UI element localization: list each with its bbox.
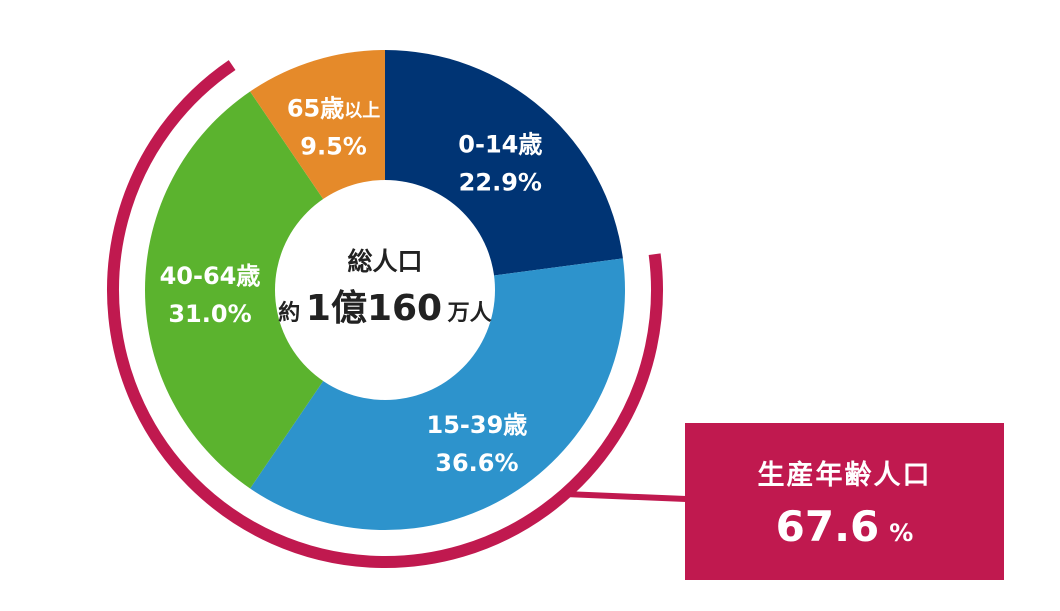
working-age-highlight-arc <box>107 60 663 568</box>
slice-category-label: 15-39歳 <box>427 411 528 439</box>
callout-connector-line <box>564 491 687 502</box>
slice-category-label: 65歳以上 <box>287 95 380 123</box>
slice-2 <box>250 258 626 531</box>
center-title: 総人口 <box>347 247 422 276</box>
callout-number: 67.6 <box>775 501 880 551</box>
slice-3 <box>144 91 385 489</box>
slice-value-label: 9.5% <box>300 133 367 161</box>
center-unit: 万人 <box>447 301 492 326</box>
donut-hole <box>275 180 495 400</box>
slice-value-label: 31.0% <box>168 300 251 328</box>
working-age-callout-box: 生産年齢人口 67.6% <box>685 423 1004 580</box>
slice-category-label: 40-64歳 <box>160 262 261 290</box>
center-total: 約 1億160 万人 <box>278 288 491 329</box>
callout-value: 67.6% <box>776 502 914 551</box>
slice-value-label: 36.6% <box>435 449 518 477</box>
slice-category-label: 0-14歳 <box>458 130 542 158</box>
center-prefix: 約 <box>278 300 300 326</box>
slice-labels: 0-14歳 22.9% 15-39歳 36.6% 40-64歳 31.0% 65歳以上 9.5… <box>160 95 543 477</box>
callout-unit: % <box>889 518 914 547</box>
callout-title: 生産年齢人口 <box>757 459 932 491</box>
donut-slices <box>144 50 626 531</box>
slice-value-label: 22.9% <box>459 168 542 196</box>
center-value: 1億160 <box>306 288 442 329</box>
